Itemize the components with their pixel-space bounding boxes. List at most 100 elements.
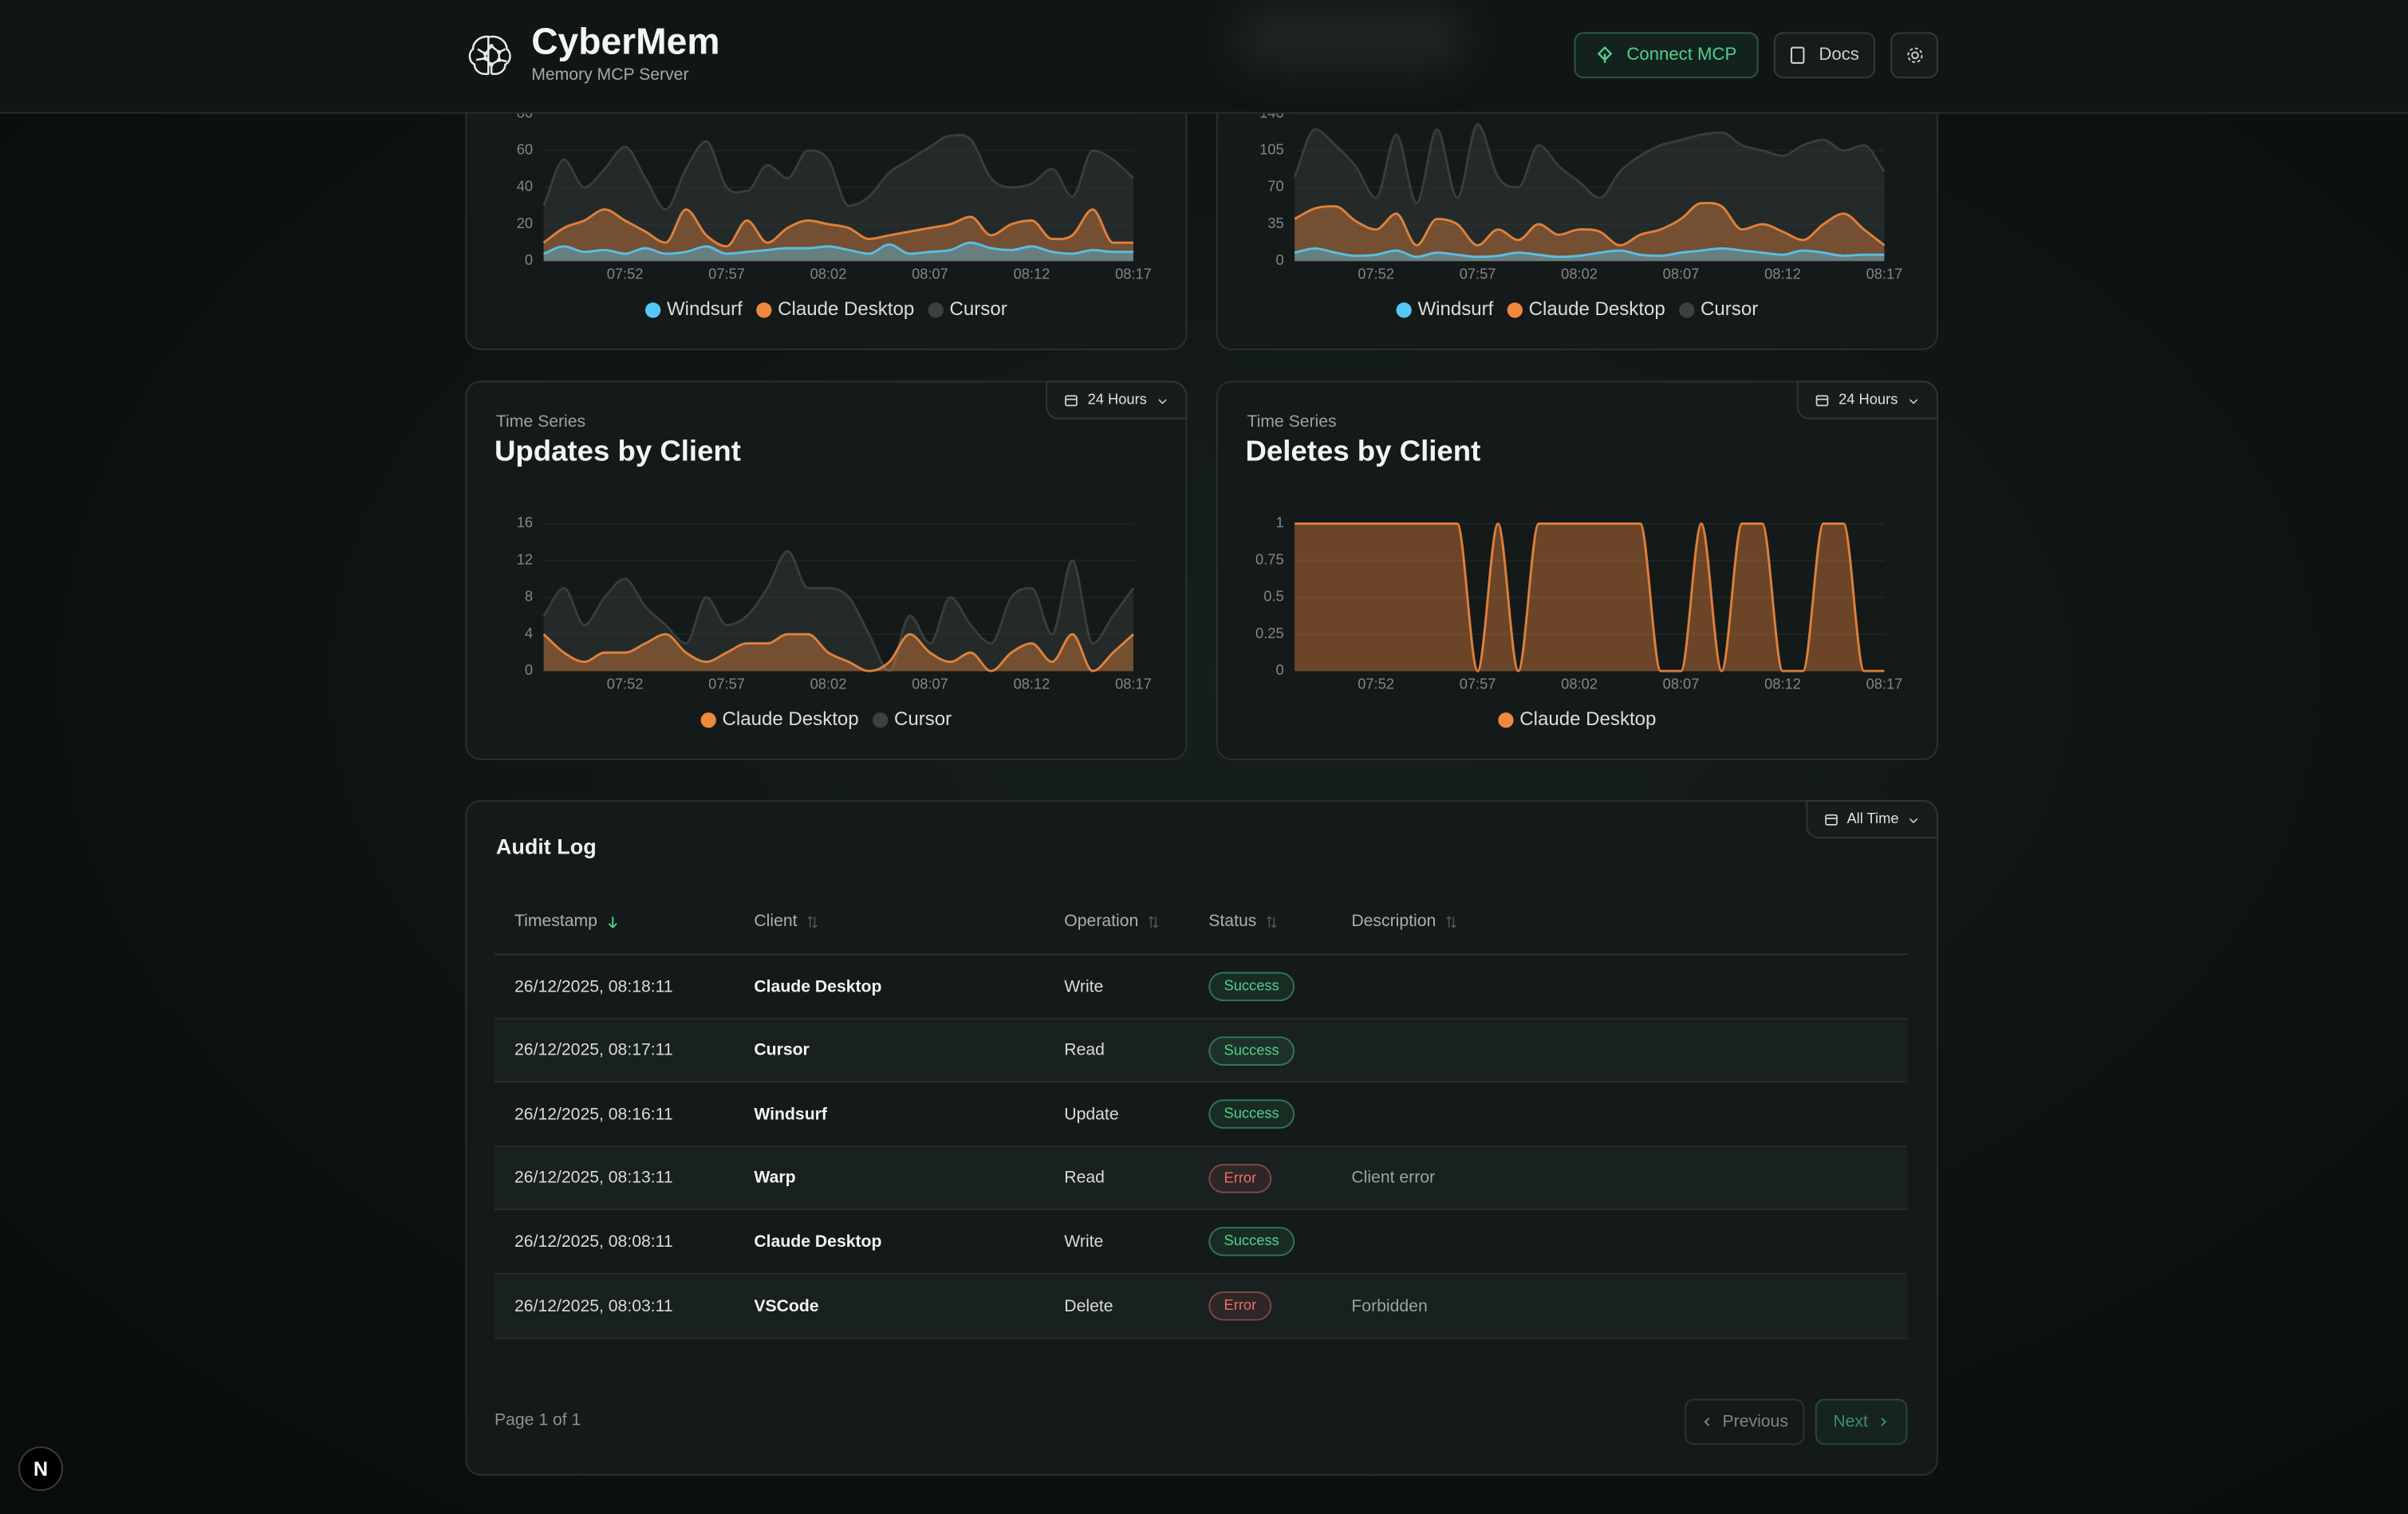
legend-label: Cursor [950,298,1007,320]
table-cell: Success [1208,1019,1295,1082]
table-cell: 26/12/2025, 08:13:11 [514,1147,673,1210]
docs-button[interactable]: Docs [1773,32,1875,79]
table-cell: Update [1064,1082,1118,1145]
cell-text: VSCode [754,1296,819,1315]
column-header[interactable]: Client [754,912,818,931]
chevron-left [1703,1417,1709,1426]
x-tick-label: 08:17 [1866,675,1903,692]
x-tick-label: 07:57 [1460,265,1496,282]
dev-badge[interactable]: N [18,1446,63,1492]
range-select[interactable]: All Time [1806,799,1938,839]
cell-text: 26/12/2025, 08:16:11 [514,1105,673,1124]
sort-icon [807,915,818,928]
x-tick-label: 08:02 [810,265,847,282]
x-tick-label: 07:52 [1358,265,1394,282]
previous-label: Previous [1722,1413,1788,1432]
status-badge: Success [1208,1035,1295,1066]
cell-text: 26/12/2025, 08:13:11 [514,1169,673,1188]
chevron [1909,817,1918,823]
cell-text: 26/12/2025, 08:18:11 [514,977,673,996]
table-cell: Success [1208,955,1295,1018]
cell-text: Write [1064,977,1104,996]
status-badge: Success [1208,1227,1295,1257]
series-line [542,208,1133,248]
status-badge: Error [1208,1291,1272,1321]
column-label: Timestamp [514,912,597,931]
docs-label: Docs [1819,45,1859,65]
series-line [1295,522,1885,672]
range-label: 24 Hours [1839,391,1898,409]
range-select[interactable]: 24 Hours [1046,380,1188,420]
legend-label: Cursor [894,708,952,730]
table-cell: 26/12/2025, 08:18:11 [514,955,673,1018]
cell-text: Read [1064,1169,1105,1188]
chevron-right [1881,1417,1887,1426]
column-header[interactable]: Timestamp [514,912,619,931]
cell-text: Write [1064,1232,1104,1252]
card-title: Updates by Client [494,436,741,469]
series-area [543,209,1133,262]
legend-label: Claude Desktop [1519,708,1656,730]
table-cell: VSCode [754,1275,818,1338]
series-line [542,133,1134,211]
x-tick-label: 07:52 [607,675,644,692]
series-line [1294,246,1885,258]
next-button[interactable]: Next [1815,1398,1908,1445]
y-tick-label: 0 [525,251,533,268]
table-row: 26/12/2025, 08:18:11 Claude Desktop Write S… [494,955,1908,1019]
x-tick-label: 08:17 [1115,675,1152,692]
chevron [1157,398,1167,404]
table-row: 26/12/2025, 08:08:11 Claude Desktop Write S… [494,1211,1908,1275]
y-tick-label: 105 [1259,140,1283,157]
table-cell: 26/12/2025, 08:17:11 [514,1019,673,1082]
y-tick-label: 40 [517,178,533,195]
y-tick-label: 4 [525,625,533,641]
series-area [1295,523,1885,672]
table-cell: Windsurf [754,1082,827,1145]
x-tick-label: 08:12 [1764,675,1801,692]
cell-text: Forbidden [1351,1296,1428,1315]
previous-button[interactable]: Previous [1685,1398,1805,1445]
table-cell: Error [1208,1275,1272,1338]
y-tick-label: 0.75 [1255,550,1284,567]
series-line [543,241,1133,255]
cell-text: 26/12/2025, 08:03:11 [514,1296,673,1315]
range-label: 24 Hours [1087,391,1147,409]
settings-button[interactable] [1890,32,1938,79]
blurred-element [1236,7,1467,69]
cell-text: 26/12/2025, 08:08:11 [514,1232,673,1252]
series-area [543,551,1133,672]
column-header[interactable]: Operation [1064,912,1160,931]
legend-swatch [873,712,889,728]
connect-button[interactable]: Connect MCP [1574,32,1759,79]
page-info: Page 1 of 1 [494,1411,581,1430]
x-tick-label: 08:12 [1014,675,1050,692]
x-tick-label: 08:02 [1561,675,1598,692]
series-area [543,135,1133,262]
table-cell: 26/12/2025, 08:16:11 [514,1082,673,1145]
x-tick-label: 07:57 [708,265,745,282]
y-tick-label: 0.5 [1263,588,1283,605]
logo [468,35,511,76]
card-kicker: Time Series [495,412,586,432]
series-line [1293,123,1886,205]
range-select[interactable]: 24 Hours [1796,380,1938,420]
table-cell: Cursor [754,1019,809,1082]
column-header[interactable]: Description [1351,912,1457,931]
y-tick-label: 60 [517,140,533,157]
cell-text: Read [1064,1041,1105,1060]
status-badge: Error [1208,1163,1272,1193]
cell-text: Cursor [754,1041,810,1060]
table-row: 26/12/2025, 08:03:11 VSCode Delete Error For… [494,1274,1908,1339]
legend-label: Claude Desktop [723,708,859,730]
x-tick-label: 08:07 [912,675,948,692]
legend: Windsurf Claude Desktop Cursor [645,298,1007,320]
status-badge: Success [1208,1099,1295,1130]
legend: Claude Desktop [1498,708,1656,730]
card-title: Deletes by Client [1245,436,1481,469]
range-label: All Time [1846,810,1899,828]
legend-swatch [1507,302,1523,318]
y-tick-label: 0.25 [1255,625,1284,641]
column-header[interactable]: Status [1208,912,1278,931]
